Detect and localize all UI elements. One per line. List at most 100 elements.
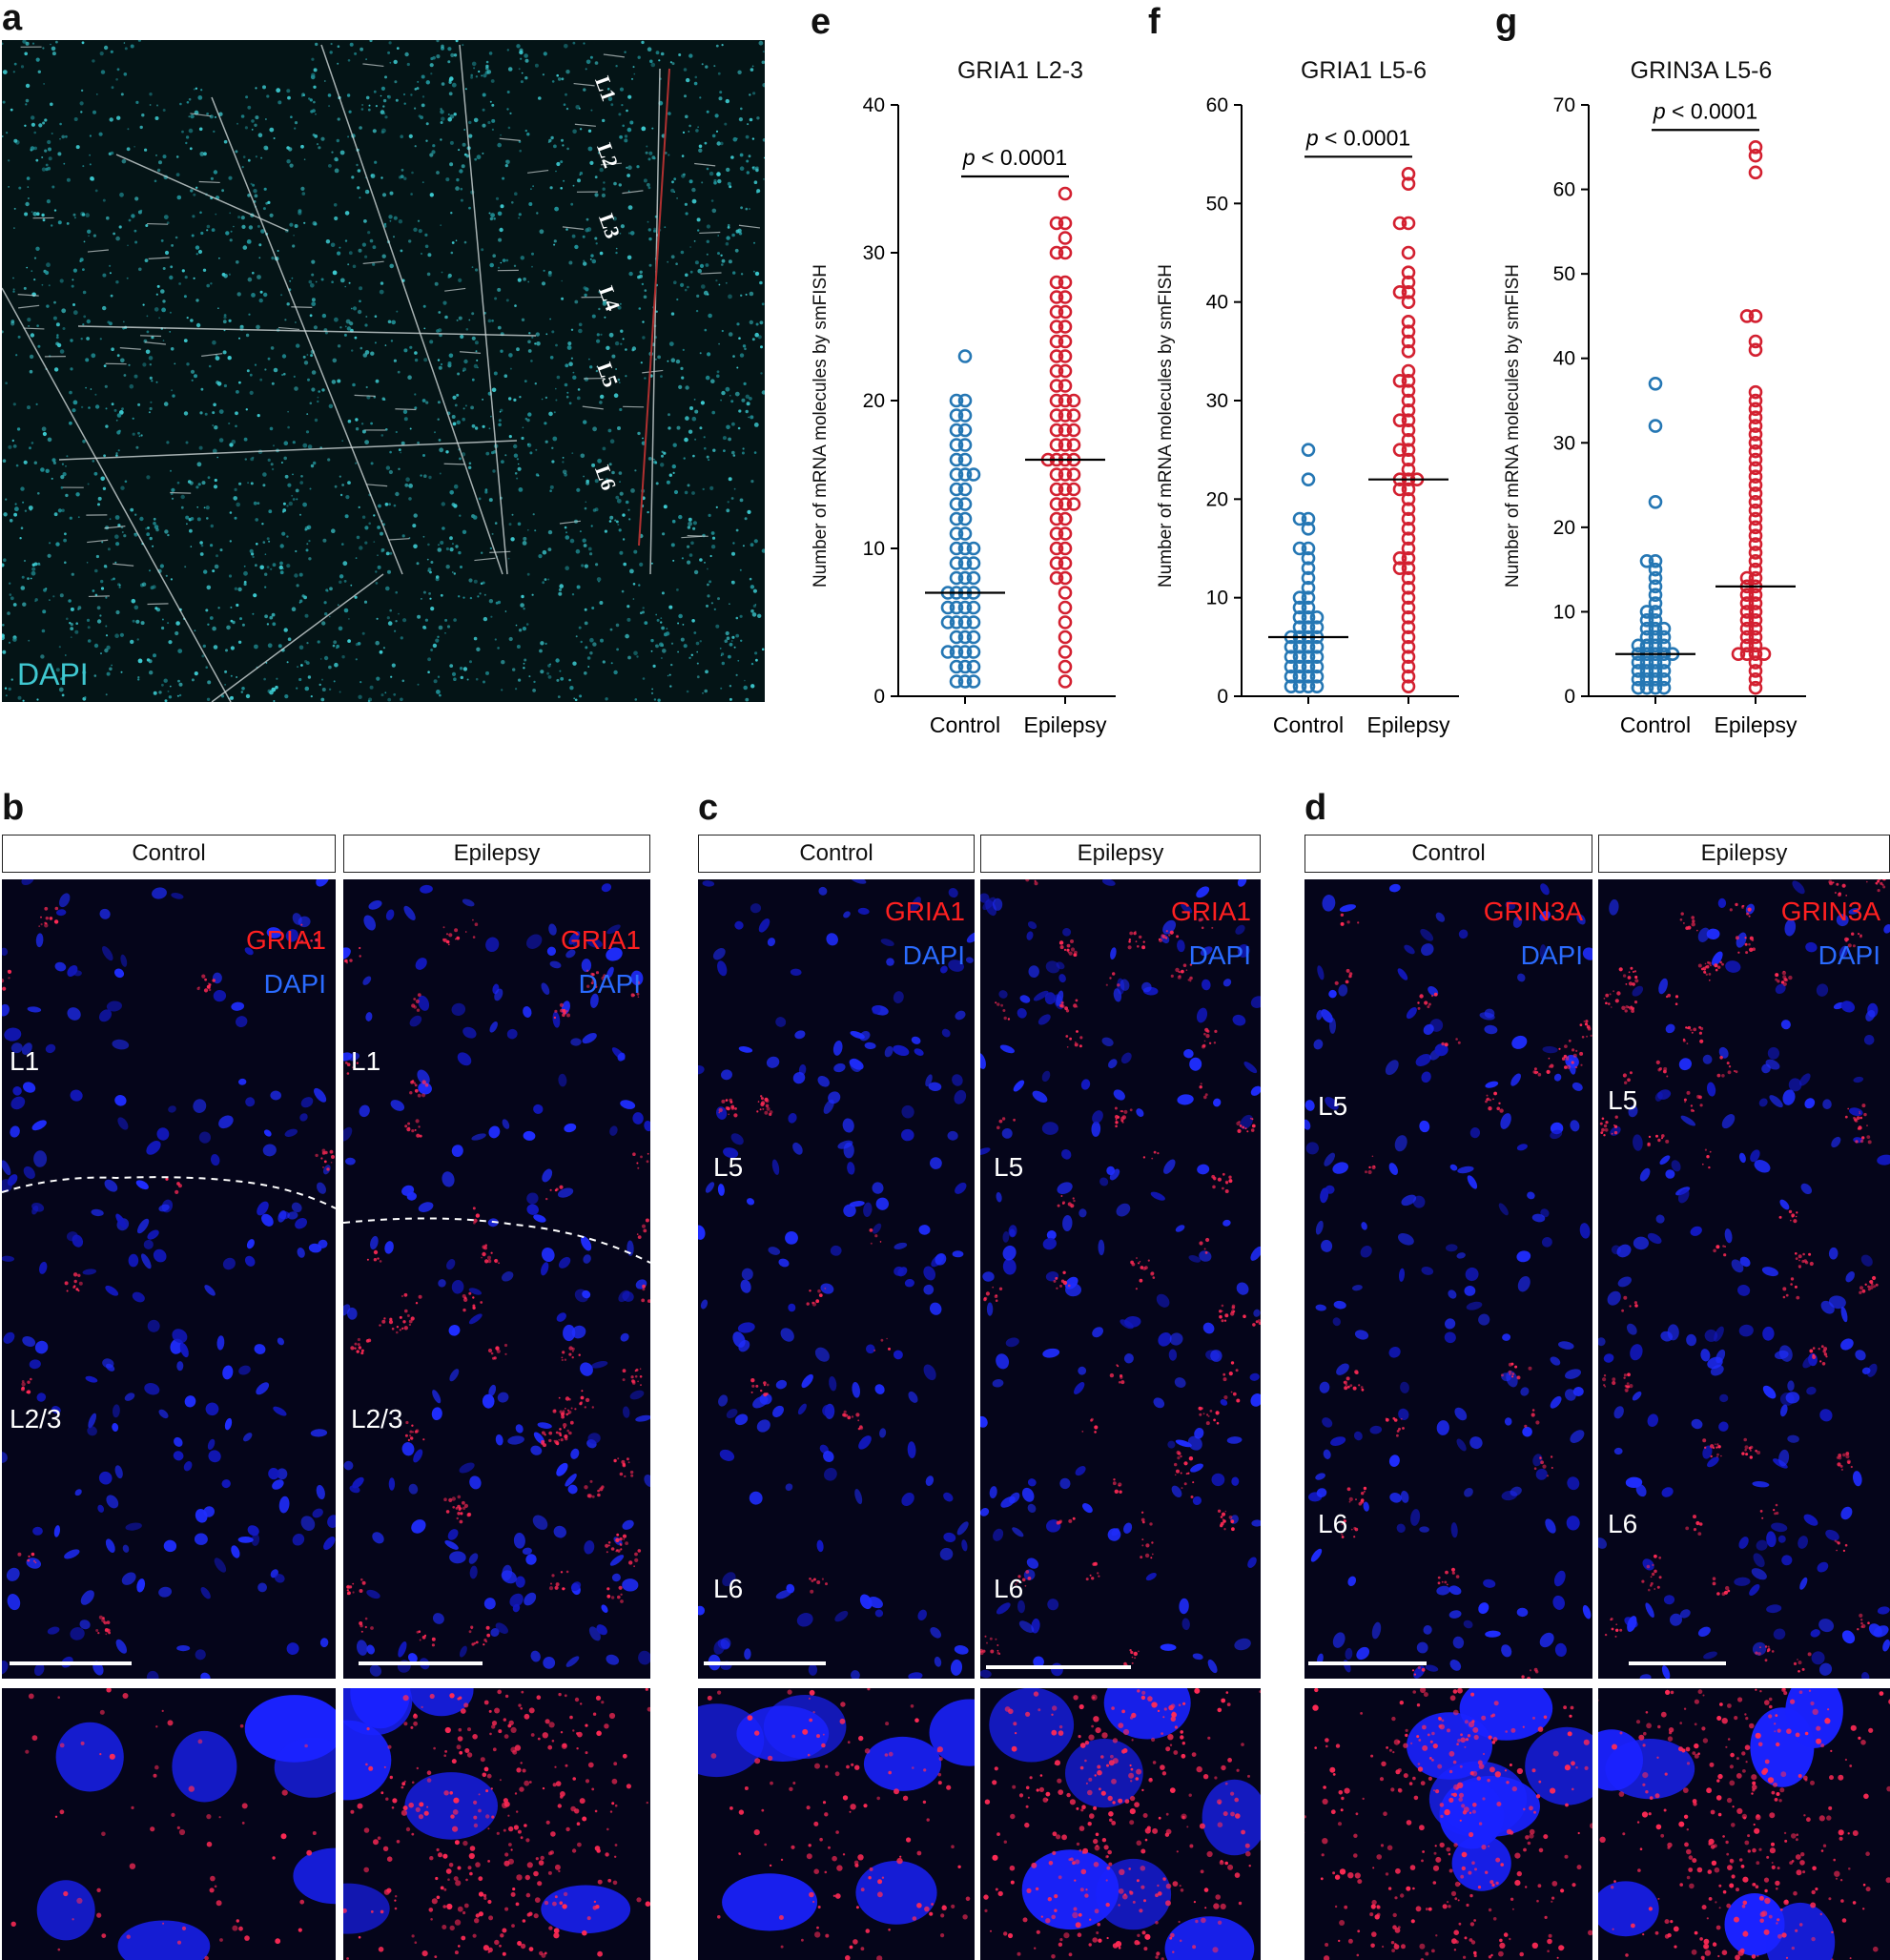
data-point — [966, 600, 981, 615]
data-point — [1309, 640, 1325, 654]
x-tick-label: Epilepsy — [1367, 712, 1450, 737]
layer-label-d-epilepsy-l5: L5 — [1608, 1085, 1638, 1115]
data-point — [949, 408, 964, 423]
data-point — [966, 570, 981, 586]
data-point — [1066, 393, 1081, 408]
data-point — [1748, 148, 1763, 163]
data-point — [1301, 679, 1316, 693]
data-point — [1748, 671, 1763, 687]
data-point — [1058, 541, 1073, 556]
nuclei-texture — [1305, 883, 1592, 1679]
p-value-label: p < 0.0001 — [1653, 98, 1757, 123]
data-point — [1301, 561, 1316, 575]
data-point — [957, 393, 973, 408]
data-point — [1401, 452, 1416, 467]
data-point — [1748, 537, 1763, 551]
data-point — [949, 629, 964, 645]
nuclei-closeup — [343, 1688, 631, 1934]
chart-title-g: GRIN3A L5-6 — [1630, 57, 1773, 84]
data-point — [949, 467, 964, 482]
data-point — [1748, 528, 1763, 544]
layer-label-d-control-l5: L5 — [1318, 1091, 1348, 1121]
data-point — [1748, 444, 1763, 459]
annotation-line — [2, 287, 232, 702]
data-point — [1401, 265, 1416, 279]
y-tick-label: 10 — [1553, 601, 1575, 623]
data-point — [1748, 638, 1763, 653]
data-point — [1631, 671, 1646, 687]
y-axis-label-e: Number of mRNA molecules by smFISH — [811, 264, 831, 588]
x-tick-label: Control — [1620, 712, 1691, 737]
data-point — [1401, 522, 1416, 536]
x-tick-label: Control — [930, 712, 1000, 737]
x-tick-label: Control — [1273, 712, 1344, 737]
data-point — [1748, 309, 1763, 323]
data-point — [1748, 680, 1763, 695]
probe-label-b-control: GRIA1 — [245, 925, 326, 955]
data-point — [1058, 645, 1073, 659]
data-point — [1049, 526, 1064, 541]
y-tick-label: 30 — [1553, 432, 1575, 454]
data-point — [1049, 393, 1064, 408]
data-point — [1401, 245, 1416, 260]
data-point — [1748, 139, 1763, 155]
data-point — [1401, 561, 1416, 575]
zoom-c-control — [698, 1688, 975, 1960]
data-point — [1739, 647, 1755, 662]
data-point — [1401, 531, 1416, 546]
layer-tick — [190, 113, 212, 117]
data-point — [1058, 526, 1073, 541]
data-point — [1748, 402, 1763, 417]
data-point — [1401, 502, 1416, 516]
data-point — [1049, 497, 1064, 511]
data-point — [1401, 275, 1416, 290]
data-point — [1739, 588, 1755, 603]
data-point — [940, 645, 955, 659]
data-point — [1401, 176, 1416, 191]
data-point — [1058, 304, 1073, 320]
data-point — [1058, 245, 1073, 260]
data-point — [1058, 570, 1073, 586]
stain-label-b-epilepsy: DAPI — [578, 969, 641, 999]
data-point — [949, 570, 964, 586]
y-axis-label-f: Number of mRNA molecules by smFISH — [1156, 264, 1176, 588]
data-point — [1049, 216, 1064, 231]
series-control — [1631, 376, 1680, 695]
mrna-puncta — [1334, 913, 1592, 1679]
data-point — [1648, 553, 1663, 568]
data-point — [1392, 216, 1407, 231]
layer-tick — [642, 369, 664, 374]
data-point — [1058, 186, 1073, 201]
micrograph-c-epilepsy: GRIA1 DAPI L5 L6 — [980, 879, 1261, 1679]
layer-tick — [87, 249, 109, 253]
data-point — [1748, 410, 1763, 425]
data-point — [949, 526, 964, 541]
layer-tick — [388, 538, 410, 541]
layer-boundary-line — [2, 1176, 336, 1209]
data-point — [957, 659, 973, 674]
data-point — [1739, 612, 1755, 628]
data-point — [1748, 478, 1763, 492]
data-point — [1292, 620, 1307, 634]
data-point — [1058, 334, 1073, 349]
layer-tick — [366, 484, 388, 487]
layer-tick — [147, 222, 169, 225]
data-point — [1058, 320, 1073, 334]
data-point — [957, 615, 973, 629]
y-tick-label: 20 — [863, 390, 885, 412]
data-point — [1639, 638, 1654, 653]
layer-tick — [88, 595, 110, 598]
data-point — [966, 659, 981, 674]
nuclei-texture — [343, 883, 650, 1677]
data-point — [1631, 655, 1646, 670]
data-point — [1066, 423, 1081, 438]
layer-tick — [738, 224, 761, 229]
layer-tick — [489, 550, 511, 553]
data-point — [1066, 482, 1081, 497]
nuclei-texture — [2, 40, 765, 702]
data-point — [1639, 664, 1654, 678]
data-point — [949, 645, 964, 659]
data-point — [949, 497, 964, 511]
data-point — [1049, 334, 1064, 349]
data-point — [1748, 562, 1763, 577]
